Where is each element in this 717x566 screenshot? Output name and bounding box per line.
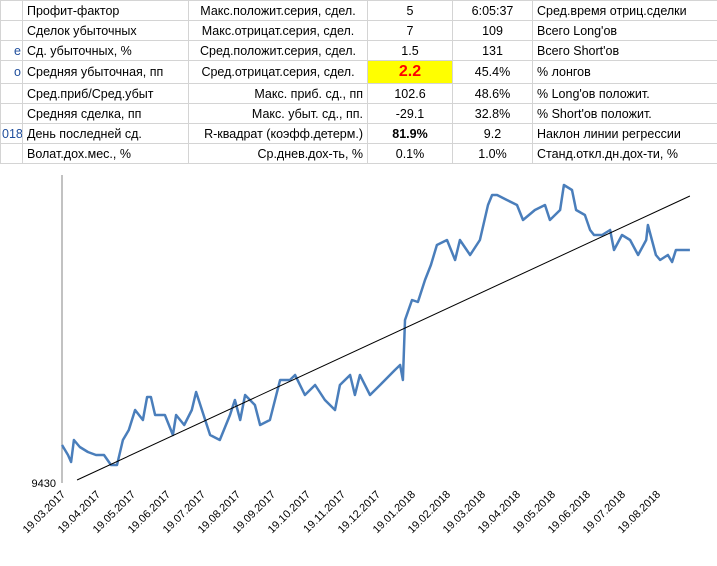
table-cell: -29.1 (367, 103, 453, 124)
table-row: Волат.дох.мес., % Ср.днев.дох-ть, % 0.1% 1.… (0, 143, 717, 164)
y-tick-label: 9430 (32, 478, 56, 490)
table-cell: Волат.дох.мес., % (22, 143, 189, 164)
table-cell: 1.0% (452, 143, 533, 164)
table-cell: Средняя сделка, пп (22, 103, 189, 124)
table-cell: 81.9% (367, 123, 453, 144)
table-row: о Средняя убыточная, пп Сред.отрицат.серия… (0, 60, 717, 84)
table-cell: Профит-фактор (22, 0, 189, 21)
table-cell: 102.6 (367, 83, 453, 104)
table-cell: Станд.откл.дн.дох-ти, % (532, 143, 717, 164)
stats-table: Профит-фактор Макс.положит.серия, сдел. 5 6… (0, 0, 717, 164)
table-cell: Средняя убыточная, пп (22, 60, 189, 84)
table-row: е Сд. убыточных, % Сред.положит.серия, сде… (0, 40, 717, 61)
table-cell: 7 (367, 20, 453, 41)
table-cell: Сред.отрицат.серия, сдел. (188, 60, 368, 84)
table-cell: Сд. убыточных, % (22, 40, 189, 61)
cut-cell: о (0, 60, 23, 84)
table-row: Сделок убыточных Макс.отрицат.серия, сдел… (0, 20, 717, 41)
table-cell: Сделок убыточных (22, 20, 189, 41)
table-cell: Сред.приб/Сред.убыт (22, 83, 189, 104)
table-cell: 48.6% (452, 83, 533, 104)
table-cell: 2.2 (367, 60, 453, 84)
table-cell: 109 (452, 20, 533, 41)
cut-cell (0, 83, 23, 104)
cut-cell (0, 103, 23, 124)
table-cell: Макс.отрицат.серия, сдел. (188, 20, 368, 41)
table-cell: Макс. приб. сд., пп (188, 83, 368, 104)
table-cell: 9.2 (452, 123, 533, 144)
table-cell: % лонгов (532, 60, 717, 84)
table-cell: День последней сд. (22, 123, 189, 144)
table-cell: 32.8% (452, 103, 533, 124)
table-cell: 5 (367, 0, 453, 21)
table-cell: Всего Long'ов (532, 20, 717, 41)
cut-cell (0, 143, 23, 164)
data-line (60, 183, 690, 467)
table-cell: Макс. убыт. сд., пп. (188, 103, 368, 124)
cut-cell: 018 (0, 123, 23, 144)
table-row: Средняя сделка, пп Макс. убыт. сд., пп. -2… (0, 103, 717, 124)
table-cell: % Short'ов положит. (532, 103, 717, 124)
table-cell: 131 (452, 40, 533, 61)
table-cell: % Long'ов положит. (532, 83, 717, 104)
cut-cell: е (0, 40, 23, 61)
chart: 943019.03.201719.04.201719.05.201719.06.… (21, 175, 691, 536)
table-cell: 1.5 (367, 40, 453, 61)
cut-cell (0, 0, 23, 21)
table-cell: 6:05:37 (452, 0, 533, 21)
table-cell: Сред.время отриц.сделки (532, 0, 717, 21)
cut-cell (0, 20, 23, 41)
table-row: Профит-фактор Макс.положит.серия, сдел. 5 6… (0, 0, 717, 21)
table-cell: Наклон линии регрессии (532, 123, 717, 144)
table-cell: 45.4% (452, 60, 533, 84)
trend-line (76, 195, 691, 481)
table-row: 018 День последней сд. R-квадрат (коэфф.де… (0, 123, 717, 144)
table-cell: 0.1% (367, 143, 453, 164)
table-cell: R-квадрат (коэфф.детерм.) (188, 123, 368, 144)
table-cell: Ср.днев.дох-ть, % (188, 143, 368, 164)
table-row: Сред.приб/Сред.убыт Макс. приб. сд., пп 10… (0, 83, 717, 104)
table-cell: Всего Short'ов (532, 40, 717, 61)
table-cell: Сред.положит.серия, сдел. (188, 40, 368, 61)
table-cell: Макс.положит.серия, сдел. (188, 0, 368, 21)
